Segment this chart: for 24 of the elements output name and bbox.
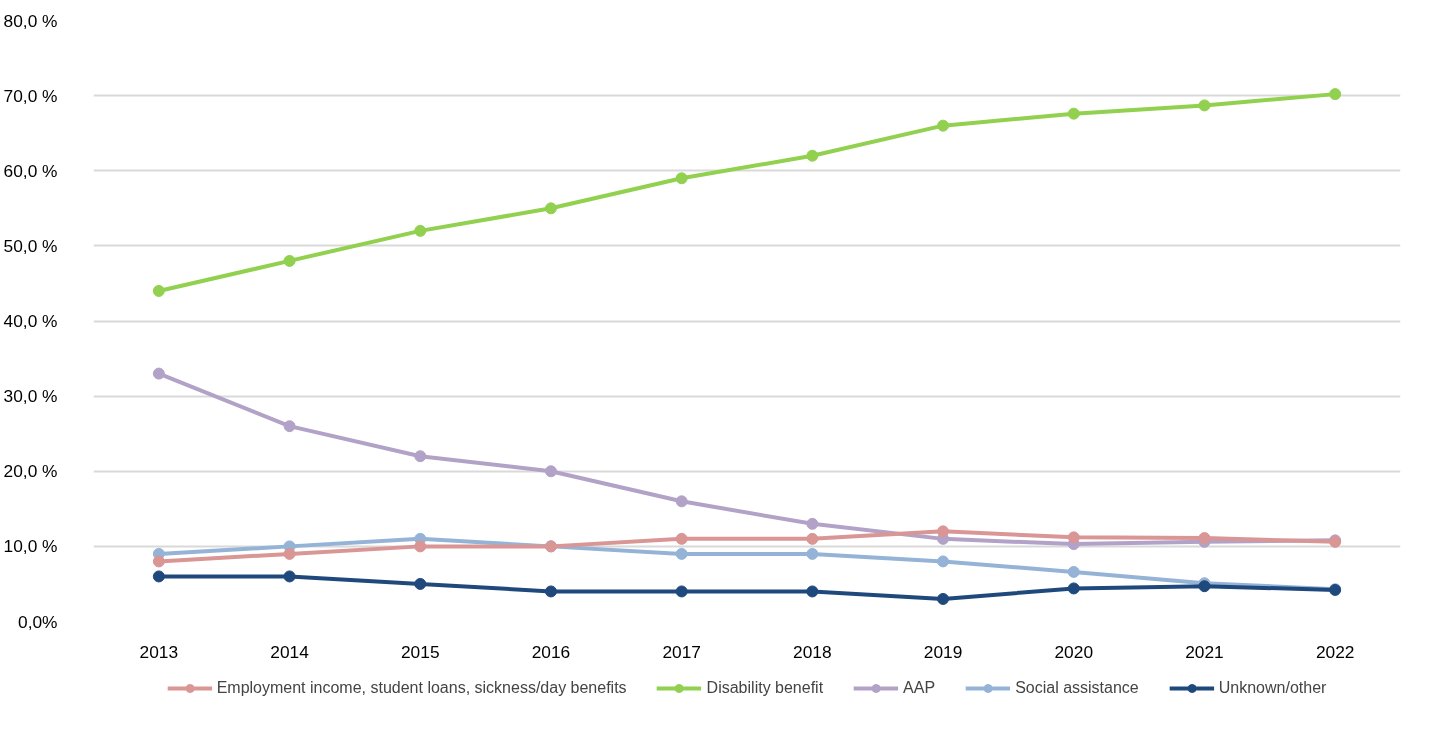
y-tick-label: 20,0 % (3, 461, 58, 482)
y-tick-label: 50,0 % (3, 235, 58, 256)
legend-label: Social assistance (1015, 678, 1139, 697)
legend-label: Employment income, student loans, sickness/day benefits (216, 678, 627, 697)
y-tick-label: 60,0 % (3, 160, 58, 181)
y-tick-label: 10,0 % (3, 536, 58, 557)
x-tick-label: 2019 (923, 641, 963, 662)
y-tick-label: 40,0 % (3, 311, 58, 331)
x-tick-label: 2022 (1315, 641, 1355, 662)
x-tick-label: 2021 (1185, 641, 1224, 662)
x-tick-label: 2017 (662, 641, 701, 662)
legend-label: Disability benefit (706, 678, 824, 697)
x-tick-label: 2018 (793, 641, 832, 662)
x-tick-label: 2013 (139, 641, 179, 662)
legend-label: AAP (903, 678, 936, 697)
y-tick-label: 30,0 % (3, 386, 58, 407)
x-tick-label: 2014 (270, 641, 310, 662)
y-tick-label: 0,0% (18, 611, 58, 632)
y-tick-label: 70,0 % (3, 85, 58, 106)
x-tick-label: 2020 (1054, 641, 1094, 662)
legend-label: Unknown/other (1218, 678, 1327, 697)
x-tick-label: 2015 (400, 641, 440, 662)
y-tick-label: 80,0 % (3, 10, 58, 31)
x-tick-label: 2016 (531, 641, 571, 662)
